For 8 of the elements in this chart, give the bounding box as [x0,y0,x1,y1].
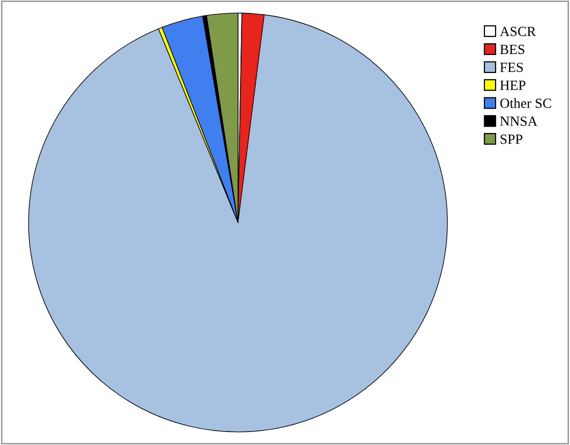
legend-label: ASCR [500,26,536,36]
legend-label: SPP [500,134,522,144]
pie-slice [28,14,448,432]
legend-label: FES [500,62,523,72]
legend-label: Other SC [500,98,552,108]
legend-label: BES [500,44,524,54]
legend-label: NNSA [500,116,538,126]
legend-label: HEP [500,80,526,90]
